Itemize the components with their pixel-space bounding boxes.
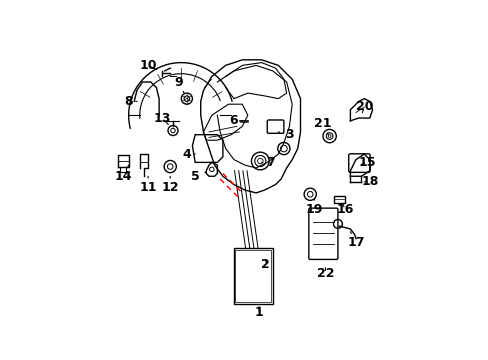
Text: 11: 11 <box>139 176 157 194</box>
Text: 14: 14 <box>114 165 132 183</box>
Text: 16: 16 <box>335 203 353 216</box>
Text: 12: 12 <box>161 176 179 194</box>
Text: 7: 7 <box>261 156 274 169</box>
Bar <box>235 250 271 302</box>
Text: 22: 22 <box>316 267 333 280</box>
Text: 1: 1 <box>254 306 263 319</box>
Text: 15: 15 <box>358 156 375 169</box>
Text: 10: 10 <box>139 59 157 72</box>
Text: 21: 21 <box>313 117 331 135</box>
Text: 19: 19 <box>305 198 323 216</box>
Text: 6: 6 <box>229 114 242 127</box>
Text: 8: 8 <box>124 95 137 108</box>
Text: 9: 9 <box>174 76 183 93</box>
Text: 2: 2 <box>261 258 270 271</box>
Text: 13: 13 <box>153 112 170 125</box>
Text: 5: 5 <box>190 170 206 183</box>
Text: 20: 20 <box>355 100 372 113</box>
Text: 18: 18 <box>360 175 378 188</box>
Text: 3: 3 <box>278 128 293 141</box>
Bar <box>233 248 272 304</box>
Bar <box>333 195 344 203</box>
Text: 4: 4 <box>182 148 195 161</box>
Text: 17: 17 <box>346 232 364 249</box>
